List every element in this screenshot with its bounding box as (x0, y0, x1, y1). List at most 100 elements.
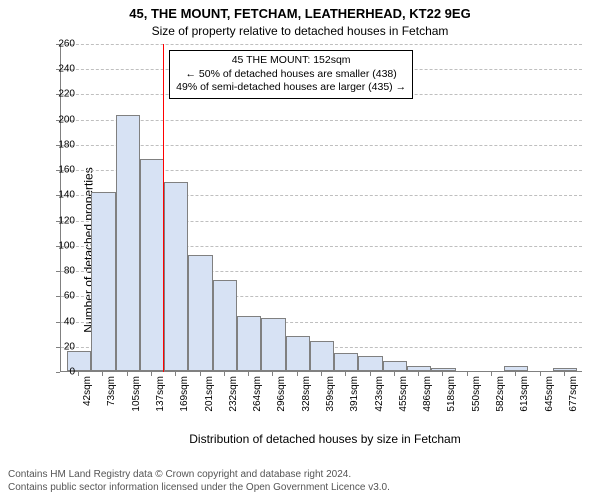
histogram-bar (213, 280, 237, 371)
property-size-histogram: 45, THE MOUNT, FETCHAM, LEATHERHEAD, KT2… (0, 0, 600, 500)
x-axis-label: Distribution of detached houses by size … (60, 432, 590, 446)
x-tick-mark (224, 372, 225, 376)
x-tick-label: 328sqm (301, 376, 312, 412)
x-tick-label: 518sqm (446, 376, 457, 412)
y-tick-mark (56, 69, 60, 70)
x-tick-label: 582sqm (495, 376, 506, 412)
annotation-line-2: ← 50% of detached houses are smaller (43… (176, 68, 406, 82)
x-tick-label: 677sqm (568, 376, 579, 412)
histogram-bar (431, 368, 455, 371)
histogram-bar (383, 361, 407, 371)
histogram-bar (140, 159, 164, 371)
chart-title-address: 45, THE MOUNT, FETCHAM, LEATHERHEAD, KT2… (0, 6, 600, 21)
x-tick-label: 486sqm (422, 376, 433, 412)
x-tick-label: 613sqm (519, 376, 530, 412)
x-tick-mark (321, 372, 322, 376)
x-tick-mark (370, 372, 371, 376)
x-tick-label: 73sqm (106, 376, 117, 406)
histogram-bar (553, 368, 577, 371)
chart-subtitle: Size of property relative to detached ho… (0, 24, 600, 38)
y-tick-label: 200 (45, 114, 75, 125)
y-tick-label: 0 (45, 367, 75, 378)
y-tick-mark (56, 170, 60, 171)
footer-line-2: Contains public sector information licen… (8, 482, 390, 495)
histogram-bar (188, 255, 212, 371)
annotation-line-1: 45 THE MOUNT: 152sqm (176, 54, 406, 68)
y-tick-label: 60 (45, 291, 75, 302)
reference-line (163, 44, 164, 372)
x-tick-label: 391sqm (349, 376, 360, 412)
annotation-line-3: 49% of semi-detached houses are larger (… (176, 81, 406, 95)
y-tick-mark (56, 271, 60, 272)
x-tick-label: 550sqm (471, 376, 482, 412)
footer-line-1: Contains HM Land Registry data © Crown c… (8, 469, 390, 482)
x-tick-mark (467, 372, 468, 376)
histogram-bar (164, 182, 188, 371)
data-attribution: Contains HM Land Registry data © Crown c… (8, 469, 390, 494)
y-tick-label: 160 (45, 165, 75, 176)
histogram-bar (407, 366, 431, 371)
y-tick-mark (56, 347, 60, 348)
x-tick-mark (297, 372, 298, 376)
histogram-bar (237, 316, 261, 372)
histogram-bar (334, 353, 358, 371)
x-tick-mark (248, 372, 249, 376)
histogram-bar (116, 115, 140, 371)
y-tick-mark (56, 296, 60, 297)
x-tick-label: 455sqm (398, 376, 409, 412)
y-tick-label: 180 (45, 139, 75, 150)
x-tick-label: 201sqm (204, 376, 215, 412)
histogram-bar (286, 336, 310, 371)
x-tick-mark (175, 372, 176, 376)
x-tick-label: 169sqm (179, 376, 190, 412)
histogram-bar (310, 341, 334, 371)
y-tick-mark (56, 322, 60, 323)
x-tick-label: 296sqm (276, 376, 287, 412)
x-tick-mark (78, 372, 79, 376)
x-tick-mark (491, 372, 492, 376)
x-tick-label: 105sqm (131, 376, 142, 412)
histogram-bar (91, 192, 115, 371)
x-tick-label: 232sqm (228, 376, 239, 412)
x-tick-label: 42sqm (82, 376, 93, 406)
y-tick-label: 40 (45, 316, 75, 327)
x-tick-mark (394, 372, 395, 376)
x-tick-mark (442, 372, 443, 376)
y-tick-label: 20 (45, 341, 75, 352)
histogram-bar (504, 366, 528, 371)
y-tick-label: 240 (45, 64, 75, 75)
x-tick-mark (151, 372, 152, 376)
x-tick-mark (200, 372, 201, 376)
x-tick-mark (102, 372, 103, 376)
x-tick-label: 645sqm (544, 376, 555, 412)
x-tick-mark (272, 372, 273, 376)
y-tick-mark (56, 94, 60, 95)
y-tick-label: 220 (45, 89, 75, 100)
x-tick-label: 137sqm (155, 376, 166, 412)
x-tick-label: 264sqm (252, 376, 263, 412)
x-tick-mark (540, 372, 541, 376)
x-tick-mark (127, 372, 128, 376)
y-tick-label: 120 (45, 215, 75, 226)
y-tick-label: 80 (45, 266, 75, 277)
histogram-bar (358, 356, 382, 371)
x-tick-label: 359sqm (325, 376, 336, 412)
y-tick-mark (56, 246, 60, 247)
x-tick-mark (418, 372, 419, 376)
y-tick-label: 260 (45, 39, 75, 50)
x-tick-label: 423sqm (374, 376, 385, 412)
y-tick-mark (56, 372, 60, 373)
x-tick-mark (564, 372, 565, 376)
y-tick-mark (56, 195, 60, 196)
y-tick-mark (56, 221, 60, 222)
y-tick-mark (56, 145, 60, 146)
y-tick-label: 100 (45, 240, 75, 251)
annotation-box: 45 THE MOUNT: 152sqm← 50% of detached ho… (169, 50, 413, 99)
gridline (61, 44, 582, 45)
x-tick-mark (345, 372, 346, 376)
y-tick-mark (56, 120, 60, 121)
x-tick-mark (515, 372, 516, 376)
y-tick-label: 140 (45, 190, 75, 201)
y-tick-mark (56, 44, 60, 45)
histogram-bar (261, 318, 285, 371)
